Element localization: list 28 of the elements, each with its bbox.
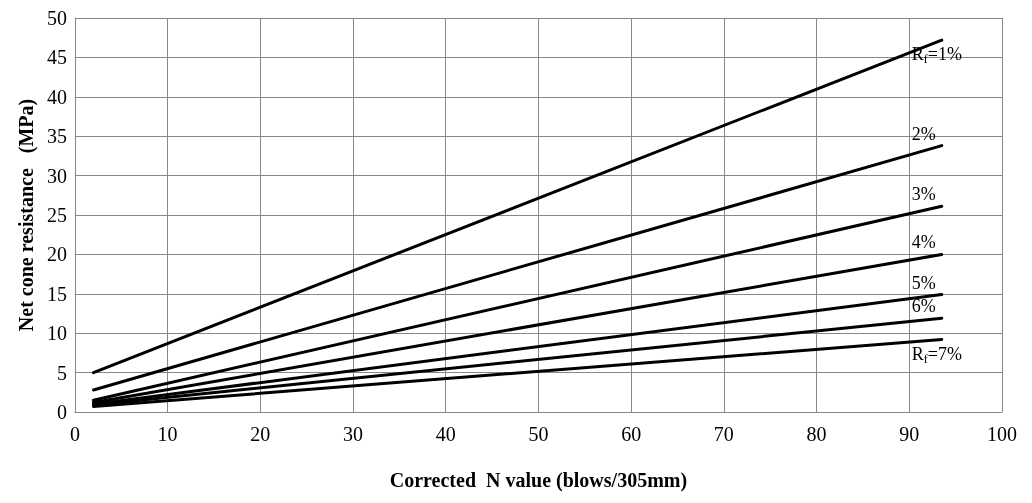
x-tick-label: 80 (806, 423, 827, 445)
x-tick-label: 70 (713, 423, 734, 445)
series-label: 6% (911, 296, 936, 317)
y-tick-label: 20 (46, 243, 67, 266)
y-tick-label: 40 (46, 85, 67, 108)
y-tick-label: 0 (56, 401, 67, 423)
series-label: 3% (911, 184, 936, 205)
y-tick-label: 30 (46, 164, 67, 187)
x-tick-label: 90 (899, 423, 920, 445)
x-tick-label: 60 (621, 423, 642, 445)
x-tick-label: 10 (157, 423, 178, 445)
series-label: 2% (911, 123, 936, 144)
y-axis-title: Net cone resistance (MPa) (15, 98, 38, 332)
y-tick-label: 10 (46, 322, 67, 345)
y-tick-label: 25 (46, 204, 67, 226)
series-label: 5% (911, 272, 936, 293)
x-tick-label: 30 (343, 423, 364, 445)
series-label: 4% (911, 232, 936, 253)
y-tick-label: 35 (46, 125, 67, 148)
x-tick-label: 100 (987, 423, 1017, 445)
y-tick-label: 50 (46, 7, 67, 29)
x-axis-title: Corrected N value (blows/305mm) (389, 469, 688, 492)
y-tick-label: 45 (46, 46, 67, 69)
x-tick-label: 50 (528, 423, 549, 445)
x-tick-label: 20 (250, 423, 271, 445)
y-tick-label: 15 (46, 282, 67, 305)
y-tick-label: 5 (56, 361, 67, 384)
x-tick-label: 40 (435, 423, 456, 445)
